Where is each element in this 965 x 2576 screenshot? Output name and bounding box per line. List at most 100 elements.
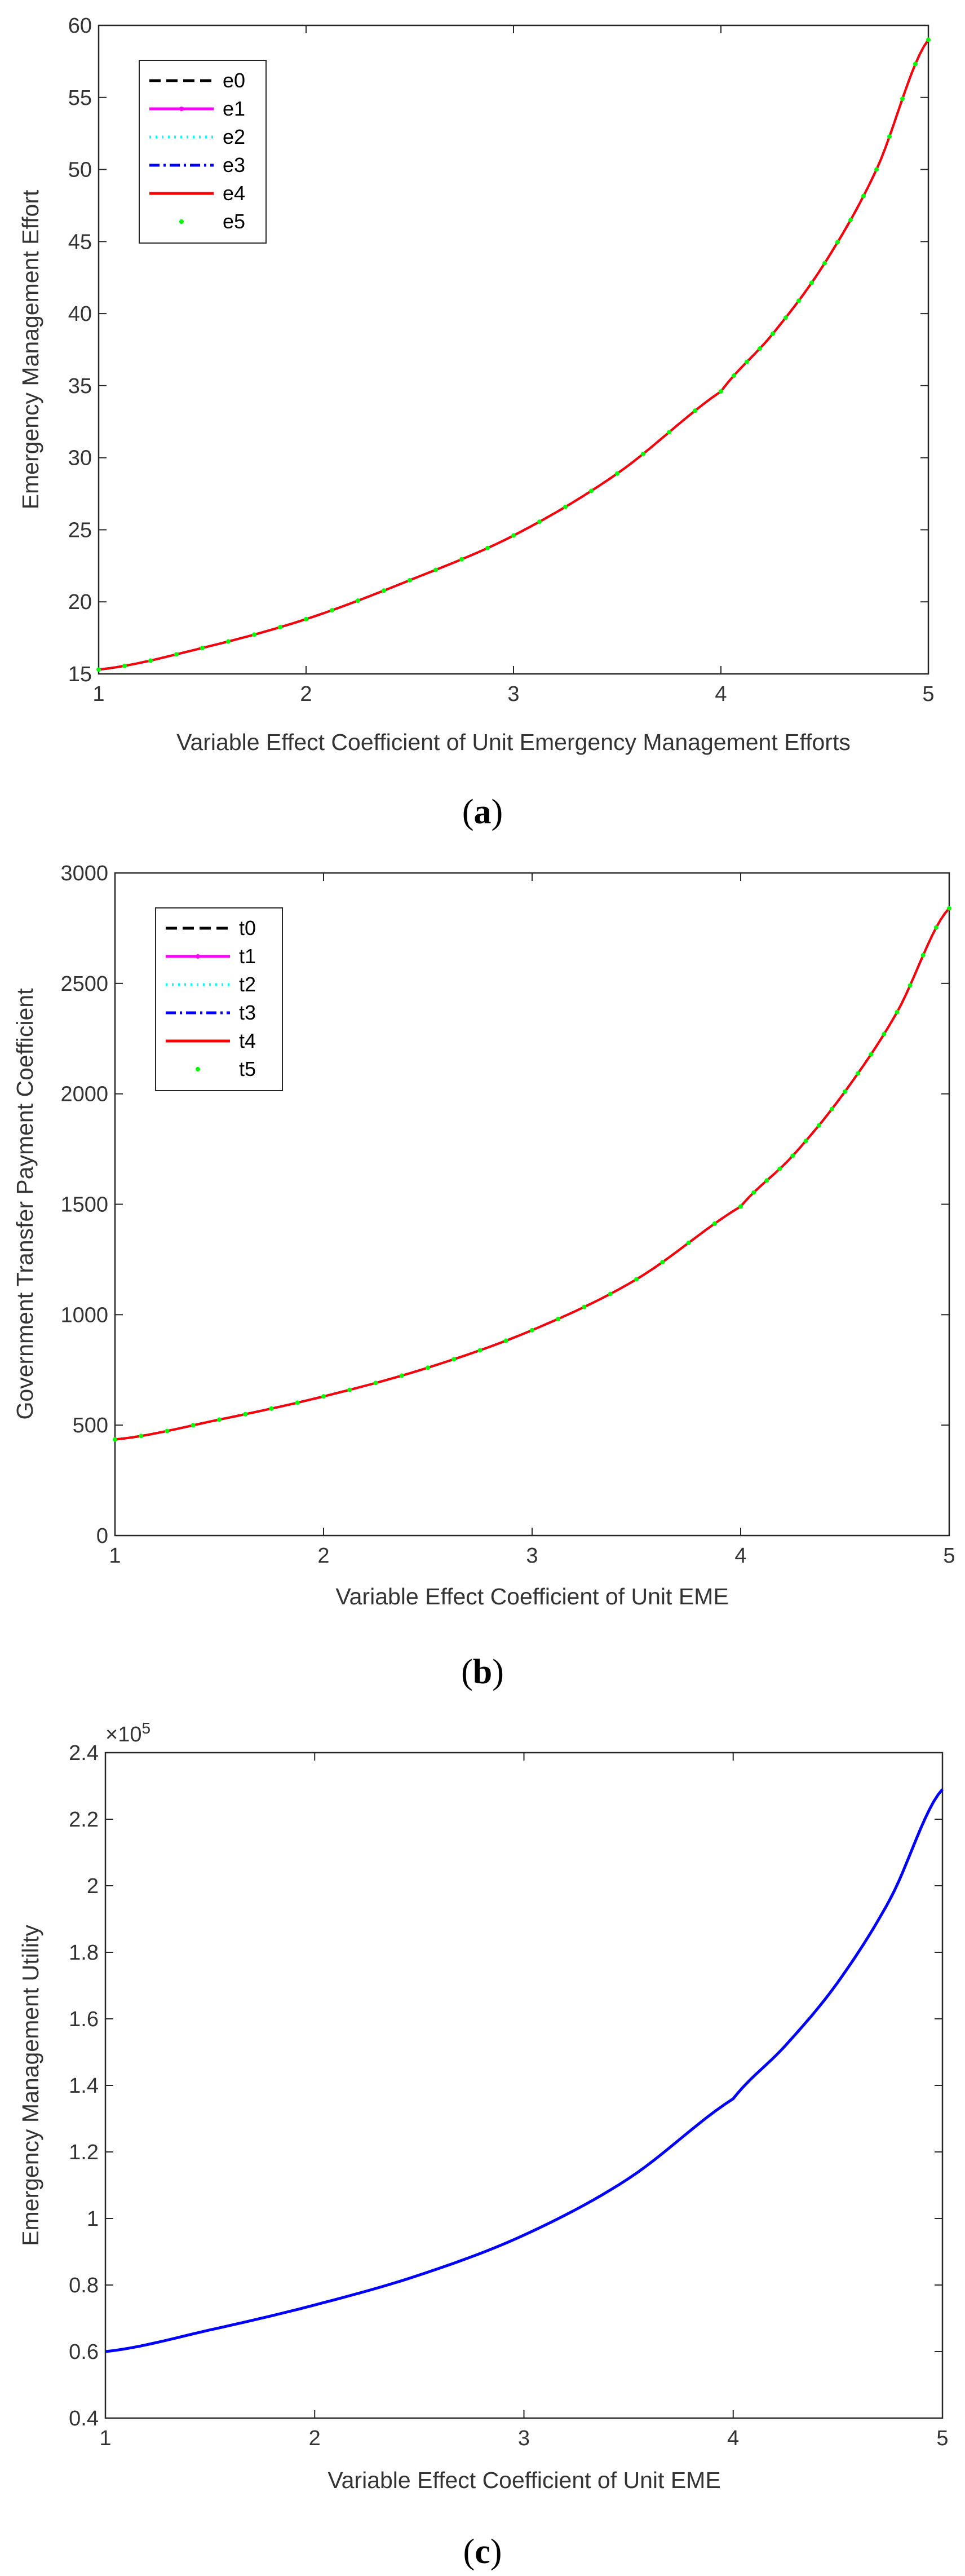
y-ticks-c: 0.4 0.6 0.8 1 1.2 1.4 1.6 1.8 2 2.2 2.4 xyxy=(69,1741,942,2431)
y-tick-label: 1 xyxy=(87,2207,99,2231)
series-marker-e5 xyxy=(96,667,101,672)
y-tick-label: 50 xyxy=(68,158,92,182)
y-tick-label: 1500 xyxy=(60,1193,108,1217)
y-tick-label: 30 xyxy=(68,447,92,470)
y-tick-label: 35 xyxy=(68,374,92,398)
series-marker-e5 xyxy=(771,331,775,336)
x-axis-label-c: Variable Effect Coefficient of Unit EME xyxy=(327,2467,720,2493)
series-marker-t5 xyxy=(243,1411,248,1417)
series-marker-t5 xyxy=(738,1204,743,1209)
series-marker-t5 xyxy=(634,1277,639,1282)
y-tick-label: 1.2 xyxy=(69,2141,99,2164)
series-marker-t5 xyxy=(503,1338,508,1343)
legend-label-e5: e5 xyxy=(223,210,245,233)
x-ticks-b: 1 2 3 4 5 xyxy=(109,873,955,1568)
x-tick-label: 3 xyxy=(526,1544,538,1568)
y-axis-label-a: Emergency Management Effort xyxy=(17,189,43,509)
y-tick-label: 1.8 xyxy=(69,1941,99,1965)
series-marker-t5 xyxy=(712,1221,717,1226)
legend-swatch-e5 xyxy=(179,219,184,224)
legend-label-e0: e0 xyxy=(223,69,245,92)
y-tick-label: 2000 xyxy=(60,1083,108,1106)
legend-label-t5: t5 xyxy=(239,1057,256,1080)
series-marker-e5 xyxy=(174,652,179,657)
y-tick-label: 55 xyxy=(68,86,92,110)
series-marker-e5 xyxy=(356,598,360,603)
series-marker-t5 xyxy=(829,1106,834,1111)
legend-box xyxy=(155,907,283,1091)
y-tick-label: 2500 xyxy=(60,972,108,996)
series-marker-e5 xyxy=(304,616,308,621)
series-marker-e5 xyxy=(796,298,801,303)
x-tick-label: 1 xyxy=(92,682,104,706)
y-tick-label: 3000 xyxy=(60,862,108,885)
series-marker-t5 xyxy=(790,1153,795,1158)
y-tick-label: 0.4 xyxy=(69,2407,99,2431)
plot-area-c xyxy=(104,1752,944,2419)
series-marker-e5 xyxy=(926,37,931,42)
series-marker-t5 xyxy=(530,1327,534,1333)
series-marker-e5 xyxy=(783,315,788,320)
series-marker-t5 xyxy=(191,1423,196,1428)
series-marker-t5 xyxy=(660,1260,665,1265)
series-marker-e5 xyxy=(200,646,205,650)
legend-swatch-marker-e1 xyxy=(179,107,184,111)
series-marker-t5 xyxy=(933,925,939,930)
series-marker-t5 xyxy=(477,1348,482,1353)
series-marker-e5 xyxy=(563,504,568,509)
series-marker-e5 xyxy=(693,408,697,413)
x-ticks-c: 1 2 3 4 5 xyxy=(99,1753,949,2450)
series-marker-t5 xyxy=(803,1139,808,1144)
legend-swatch-marker-t1 xyxy=(196,954,200,959)
series-marker-e5 xyxy=(667,430,671,435)
x-tick-label: 5 xyxy=(936,2427,948,2450)
series-marker-e5 xyxy=(758,346,762,351)
series-marker-t5 xyxy=(686,1241,691,1246)
series-marker-t5 xyxy=(399,1373,404,1378)
series-marker-e5 xyxy=(148,658,153,663)
y-tick-label: 25 xyxy=(68,518,92,542)
y-tick-label: 20 xyxy=(68,590,92,614)
series-lines-a xyxy=(96,37,931,672)
legend-label-e1: e1 xyxy=(223,97,245,120)
y-tick-label: 15 xyxy=(68,663,92,686)
series-marker-e5 xyxy=(537,519,542,524)
y-exponent-label-c: ×105 xyxy=(105,1719,150,1746)
legend-label-t4: t4 xyxy=(239,1029,256,1052)
series-marker-e5 xyxy=(745,359,749,364)
x-tick-label: 3 xyxy=(518,2427,530,2450)
series-marker-t5 xyxy=(113,1437,117,1442)
series-marker-e5 xyxy=(861,193,866,199)
series-marker-e5 xyxy=(848,218,853,223)
series-marker-t5 xyxy=(347,1387,352,1392)
legend-label-t3: t3 xyxy=(239,1001,256,1024)
y-tick-label: 1.4 xyxy=(69,2074,99,2098)
legend-b: t0 t1 t2 t3 t4 t5 xyxy=(155,907,283,1091)
series-marker-t5 xyxy=(882,1031,887,1036)
series-marker-t5 xyxy=(947,906,951,911)
legend-label-t2: t2 xyxy=(239,973,256,996)
x-tick-label: 5 xyxy=(922,682,934,706)
series-marker-t5 xyxy=(269,1406,274,1411)
series-marker-e5 xyxy=(511,533,516,538)
y-tick-label: 2.4 xyxy=(69,1741,99,1765)
series-marker-e5 xyxy=(900,96,905,102)
y-tick-label: 2 xyxy=(87,1874,99,1898)
x-axis-label-b: Variable Effect Coefficient of Unit EME xyxy=(335,1583,728,1609)
series-marker-t5 xyxy=(295,1400,300,1405)
caption-b: (b) xyxy=(461,1653,504,1691)
series-marker-t5 xyxy=(451,1357,457,1362)
series-marker-t5 xyxy=(751,1190,756,1195)
series-marker-e5 xyxy=(485,545,490,550)
series-marker-e5 xyxy=(226,639,231,644)
x-ticks-a: 1 2 3 4 5 xyxy=(92,25,935,706)
series-marker-t5 xyxy=(908,983,913,988)
series-marker-e5 xyxy=(615,471,619,476)
series-marker-e5 xyxy=(835,240,840,245)
y-tick-label: 0.6 xyxy=(69,2340,99,2364)
series-lines-c xyxy=(105,1788,944,2353)
series-marker-t5 xyxy=(426,1365,430,1370)
series-marker-t5 xyxy=(869,1052,874,1057)
